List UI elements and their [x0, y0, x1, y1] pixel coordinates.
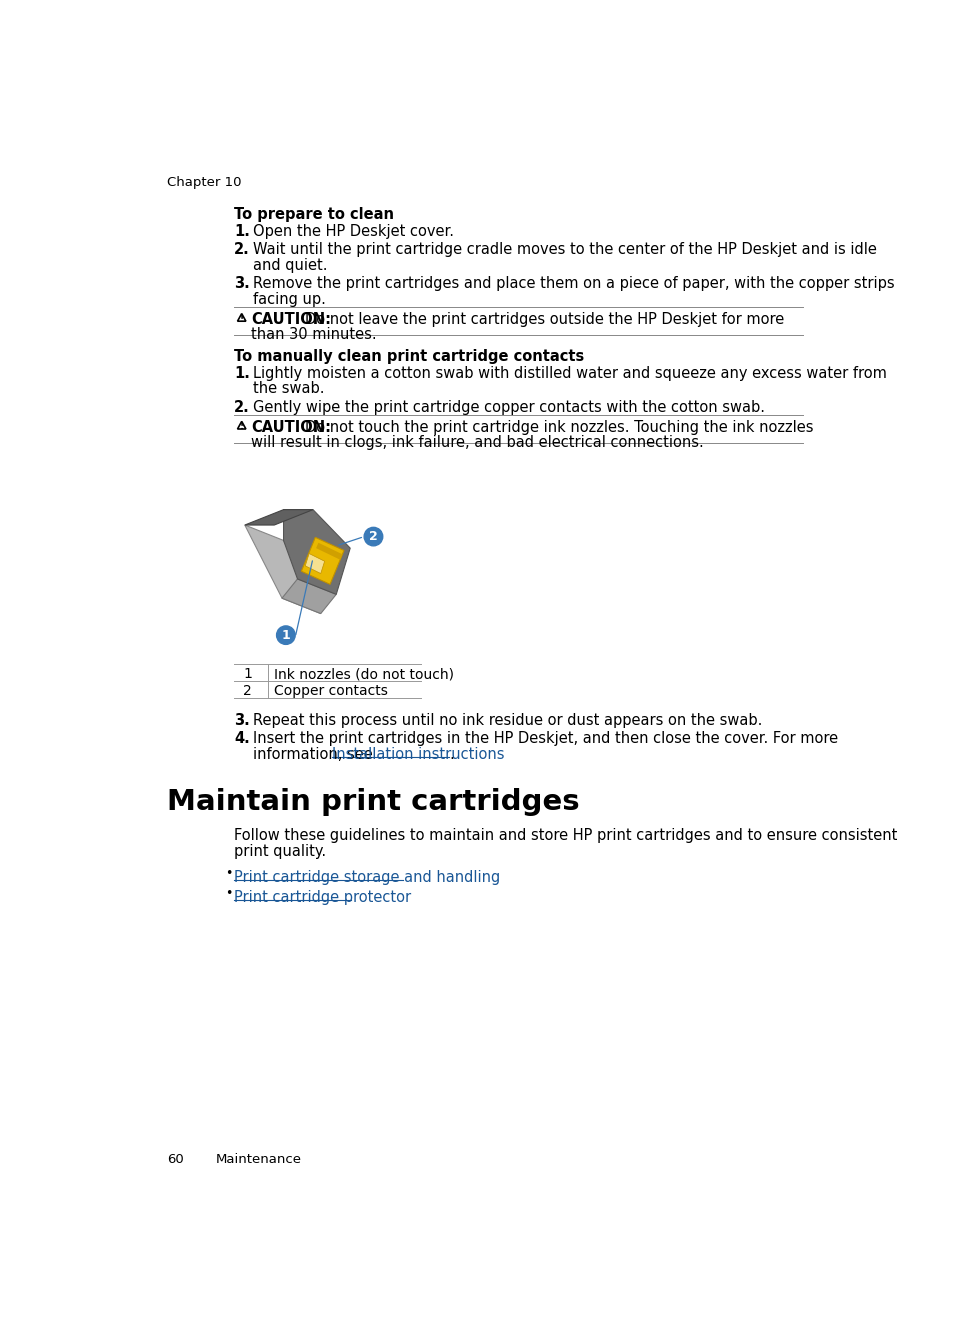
- Text: the swab.: the swab.: [253, 380, 324, 396]
- Text: Gently wipe the print cartridge copper contacts with the cotton swab.: Gently wipe the print cartridge copper c…: [253, 399, 763, 415]
- Circle shape: [364, 527, 382, 546]
- Text: Maintenance: Maintenance: [215, 1153, 301, 1165]
- Text: 2: 2: [243, 684, 252, 699]
- Text: Wait until the print cartridge cradle moves to the center of the HP Deskjet and : Wait until the print cartridge cradle mo…: [253, 243, 876, 258]
- Text: .: .: [449, 746, 454, 762]
- Text: 1.: 1.: [233, 366, 250, 380]
- Text: Copper contacts: Copper contacts: [274, 684, 388, 699]
- Circle shape: [276, 626, 294, 645]
- Text: facing up.: facing up.: [253, 292, 325, 306]
- Text: 2.: 2.: [233, 243, 250, 258]
- Polygon shape: [282, 579, 335, 613]
- Text: Maintain print cartridges: Maintain print cartridges: [167, 789, 579, 816]
- Text: 60: 60: [167, 1153, 184, 1165]
- Text: 2.: 2.: [233, 399, 250, 415]
- Text: !: !: [239, 423, 244, 432]
- Text: To prepare to clean: To prepare to clean: [233, 207, 394, 222]
- Text: Open the HP Deskjet cover.: Open the HP Deskjet cover.: [253, 225, 453, 239]
- Text: Print cartridge protector: Print cartridge protector: [233, 890, 411, 905]
- Text: •: •: [224, 867, 232, 880]
- Text: Print cartridge storage and handling: Print cartridge storage and handling: [233, 871, 499, 885]
- Text: 3.: 3.: [233, 276, 250, 292]
- Text: than 30 minutes.: than 30 minutes.: [251, 328, 376, 342]
- Text: !: !: [239, 314, 244, 324]
- Text: information, see: information, see: [253, 746, 376, 762]
- Text: 4.: 4.: [233, 732, 250, 746]
- Text: CAUTION:: CAUTION:: [251, 420, 331, 435]
- Text: To manually clean print cartridge contacts: To manually clean print cartridge contac…: [233, 349, 583, 363]
- Text: •: •: [224, 886, 232, 900]
- Text: Follow these guidelines to maintain and store HP print cartridges and to ensure : Follow these guidelines to maintain and …: [233, 828, 897, 843]
- Text: Do not touch the print cartridge ink nozzles. Touching the ink nozzles: Do not touch the print cartridge ink noz…: [305, 420, 813, 435]
- Text: 1: 1: [243, 667, 252, 682]
- Text: Chapter 10: Chapter 10: [167, 176, 241, 189]
- Text: Ink nozzles (do not touch): Ink nozzles (do not touch): [274, 667, 454, 682]
- Text: Remove the print cartridges and place them on a piece of paper, with the copper : Remove the print cartridges and place th…: [253, 276, 893, 292]
- Text: 3.: 3.: [233, 713, 250, 728]
- Text: Installation instructions: Installation instructions: [332, 746, 504, 762]
- Polygon shape: [283, 510, 350, 594]
- Text: print quality.: print quality.: [233, 844, 326, 859]
- Text: 1: 1: [281, 629, 290, 642]
- Text: 1.: 1.: [233, 225, 250, 239]
- Text: 2: 2: [369, 530, 377, 543]
- Text: CAUTION:: CAUTION:: [251, 312, 331, 326]
- Polygon shape: [305, 553, 324, 573]
- Text: Repeat this process until no ink residue or dust appears on the swab.: Repeat this process until no ink residue…: [253, 713, 761, 728]
- Polygon shape: [245, 524, 320, 613]
- Text: will result in clogs, ink failure, and bad electrical connections.: will result in clogs, ink failure, and b…: [251, 435, 703, 450]
- Text: Do not leave the print cartridges outside the HP Deskjet for more: Do not leave the print cartridges outsid…: [305, 312, 783, 326]
- Polygon shape: [301, 538, 344, 584]
- Text: and quiet.: and quiet.: [253, 258, 327, 273]
- Polygon shape: [245, 510, 313, 524]
- Text: Lightly moisten a cotton swab with distilled water and squeeze any excess water : Lightly moisten a cotton swab with disti…: [253, 366, 885, 380]
- Text: Insert the print cartridges in the HP Deskjet, and then close the cover. For mor: Insert the print cartridges in the HP De…: [253, 732, 837, 746]
- Polygon shape: [315, 543, 342, 560]
